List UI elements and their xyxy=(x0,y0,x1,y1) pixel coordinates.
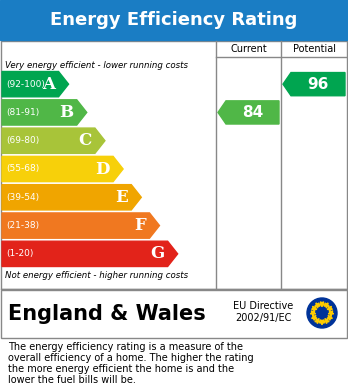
Text: (39-54): (39-54) xyxy=(6,193,39,202)
Polygon shape xyxy=(328,311,334,316)
Text: The energy efficiency rating is a measure of the: The energy efficiency rating is a measur… xyxy=(8,342,243,352)
Polygon shape xyxy=(2,185,141,210)
Text: (69-80): (69-80) xyxy=(6,136,39,145)
Text: (81-91): (81-91) xyxy=(6,108,39,117)
Polygon shape xyxy=(283,73,345,96)
Text: (55-68): (55-68) xyxy=(6,165,39,174)
Text: D: D xyxy=(96,160,110,178)
Text: 2002/91/EC: 2002/91/EC xyxy=(235,313,291,323)
Text: Energy Efficiency Rating: Energy Efficiency Rating xyxy=(50,11,298,29)
Polygon shape xyxy=(324,303,329,308)
Circle shape xyxy=(307,298,337,328)
Polygon shape xyxy=(218,101,279,124)
Text: England & Wales: England & Wales xyxy=(8,304,206,324)
Polygon shape xyxy=(2,128,105,153)
Polygon shape xyxy=(315,319,320,324)
Bar xyxy=(1,290,347,338)
Bar xyxy=(1,41,347,289)
Polygon shape xyxy=(2,156,123,182)
Polygon shape xyxy=(2,72,69,97)
Text: Very energy efficient - lower running costs: Very energy efficient - lower running co… xyxy=(5,61,188,70)
Polygon shape xyxy=(319,302,325,307)
Text: (92-100): (92-100) xyxy=(6,80,45,89)
Polygon shape xyxy=(319,320,325,325)
Text: overall efficiency of a home. The higher the rating: overall efficiency of a home. The higher… xyxy=(8,353,254,363)
Polygon shape xyxy=(310,311,316,316)
Text: 84: 84 xyxy=(242,105,263,120)
Text: the more energy efficient the home is and the: the more energy efficient the home is an… xyxy=(8,364,234,374)
Bar xyxy=(0,0,348,40)
Text: A: A xyxy=(42,75,56,93)
Polygon shape xyxy=(311,315,317,320)
Text: B: B xyxy=(60,104,74,121)
Text: EU Directive: EU Directive xyxy=(233,301,293,311)
Text: Potential: Potential xyxy=(293,44,335,54)
Polygon shape xyxy=(327,306,332,311)
Text: F: F xyxy=(135,217,147,234)
Text: 96: 96 xyxy=(307,77,329,91)
Polygon shape xyxy=(2,100,87,125)
Text: (21-38): (21-38) xyxy=(6,221,39,230)
Polygon shape xyxy=(2,213,159,238)
Polygon shape xyxy=(311,306,317,311)
Text: Current: Current xyxy=(230,44,267,54)
Text: (1-20): (1-20) xyxy=(6,249,33,258)
Polygon shape xyxy=(324,319,329,324)
Text: C: C xyxy=(79,132,92,149)
Polygon shape xyxy=(315,303,320,308)
Text: Not energy efficient - higher running costs: Not energy efficient - higher running co… xyxy=(5,271,188,280)
Text: lower the fuel bills will be.: lower the fuel bills will be. xyxy=(8,375,136,385)
Text: G: G xyxy=(150,246,165,262)
Polygon shape xyxy=(327,315,332,320)
Polygon shape xyxy=(2,241,177,267)
Text: E: E xyxy=(116,189,128,206)
